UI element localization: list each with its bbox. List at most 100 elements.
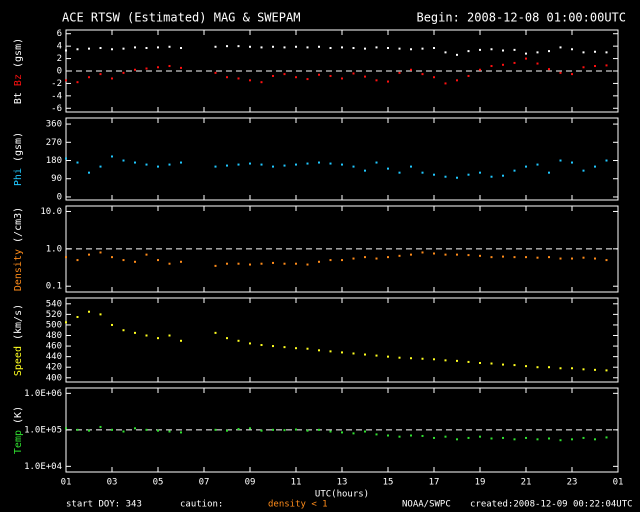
data-point	[260, 344, 263, 347]
data-point	[65, 427, 67, 430]
begin-time: Begin: 2008-12-08 01:00:00UTC	[416, 11, 626, 25]
x-tick-label: 01	[613, 478, 624, 488]
data-point	[433, 252, 435, 255]
data-point	[341, 77, 343, 80]
data-point	[145, 163, 148, 166]
data-point	[456, 359, 458, 362]
data-point	[490, 256, 493, 259]
data-point	[157, 429, 159, 432]
data-point	[548, 171, 550, 174]
data-point	[433, 47, 435, 50]
data-point	[421, 73, 424, 76]
data-point	[180, 47, 182, 50]
data-point	[122, 47, 125, 50]
data-point	[375, 354, 378, 357]
y-tick-label: 0	[57, 192, 62, 202]
data-point	[559, 159, 562, 162]
data-point	[398, 171, 401, 174]
data-point	[433, 173, 435, 176]
data-point	[122, 259, 125, 262]
data-point	[180, 161, 182, 164]
data-point	[375, 433, 378, 436]
data-point	[398, 47, 401, 50]
data-point	[352, 165, 355, 168]
data-point	[571, 438, 573, 441]
data-point	[214, 264, 217, 267]
data-point	[145, 67, 148, 70]
data-point	[433, 436, 435, 439]
data-point	[375, 79, 378, 82]
data-point	[548, 256, 550, 259]
y-tick-label: 420	[46, 363, 62, 373]
y-tick-label: 6	[57, 29, 62, 39]
x-tick-label: 17	[429, 478, 440, 488]
data-point	[582, 66, 585, 69]
data-point	[387, 434, 389, 437]
caution: caution:	[180, 500, 223, 510]
data-point	[444, 175, 447, 178]
data-point	[237, 339, 240, 342]
data-point	[99, 313, 102, 316]
data-point	[295, 428, 297, 431]
data-point	[237, 428, 240, 431]
y-tick-label: 2	[57, 54, 62, 64]
y-tick-label: 270	[46, 138, 62, 148]
x-tick-label: 01	[61, 478, 72, 488]
data-point	[134, 68, 136, 71]
data-point	[318, 45, 320, 48]
y-tick-label: 480	[46, 331, 62, 341]
density-note: density < 1	[268, 500, 328, 510]
data-point	[513, 256, 516, 259]
data-point	[157, 46, 159, 49]
data-point	[180, 431, 182, 434]
data-point	[410, 357, 412, 360]
data-point	[398, 71, 401, 74]
panel-frame	[65, 117, 619, 201]
data-point	[99, 47, 102, 50]
data-point	[605, 159, 608, 162]
data-point	[398, 254, 401, 257]
data-point	[99, 425, 102, 428]
y-unit: (gsm)	[13, 132, 24, 162]
x-tick-label: 19	[475, 478, 486, 488]
data-point	[571, 367, 573, 370]
data-point	[76, 81, 79, 84]
data-point	[582, 436, 585, 439]
data-point	[65, 321, 67, 324]
data-point	[237, 45, 240, 48]
data-point	[571, 257, 573, 260]
data-point	[145, 253, 148, 256]
data-point	[111, 155, 113, 158]
chart-title: ACE RTSW (Estimated) MAG & SWEPAM	[62, 11, 300, 25]
data-point	[582, 169, 585, 172]
data-point	[260, 46, 263, 49]
data-point	[513, 48, 516, 51]
data-point	[88, 253, 90, 256]
data-point	[467, 436, 470, 439]
data-point	[134, 331, 136, 334]
data-point	[329, 47, 332, 50]
data-point	[272, 45, 274, 48]
data-point	[76, 48, 79, 51]
data-point	[605, 64, 608, 67]
data-point	[502, 436, 504, 439]
data-point	[318, 73, 320, 76]
data-point	[594, 165, 596, 168]
data-point	[548, 68, 550, 71]
data-point	[536, 366, 539, 369]
data-point	[260, 429, 263, 432]
data-point	[536, 163, 539, 166]
data-point	[582, 368, 585, 371]
data-point	[226, 262, 228, 265]
data-point	[214, 165, 217, 168]
agency: NOAA/SWPC	[402, 500, 451, 510]
data-point	[444, 435, 447, 438]
data-point	[283, 262, 286, 265]
legend-entry: Speed	[13, 346, 24, 376]
data-point	[249, 263, 251, 266]
y-tick-label: 10.0	[40, 207, 62, 217]
data-point	[329, 430, 332, 433]
data-point	[237, 163, 240, 166]
data-point	[111, 48, 113, 51]
